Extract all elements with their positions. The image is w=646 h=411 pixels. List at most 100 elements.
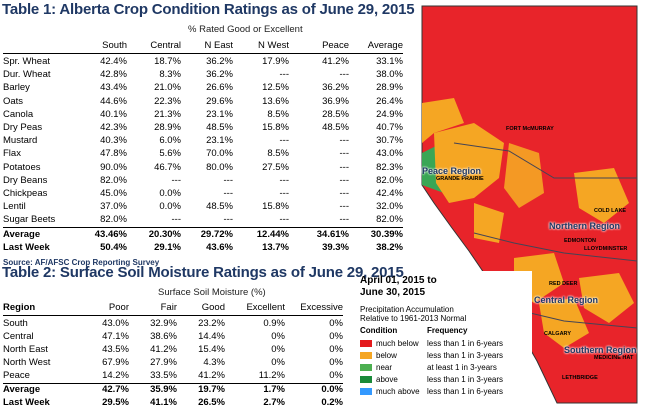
table-cell: 32.9%	[150, 318, 177, 329]
table-cell: 18.7%	[154, 56, 181, 67]
table-cell: 17.9%	[262, 56, 289, 67]
table2-col-header: Excellent	[246, 302, 285, 313]
table2-header-rule	[3, 315, 343, 316]
table-cell: 29.5%	[102, 397, 129, 408]
table-cell: 26.6%	[206, 82, 233, 94]
table-cell: 28.5%	[322, 108, 349, 120]
table-cell: 20.30%	[148, 228, 181, 240]
table-cell: 23.1%	[206, 135, 233, 147]
town-label: GRANDE PRAIRIE	[436, 176, 484, 182]
row-label: Central	[3, 331, 34, 342]
table-row: Canola 40.1% 21.3% 23.1% 8.5% 28.5% 24.9%	[3, 108, 403, 121]
row-label: Dry Beans	[3, 174, 48, 186]
table-cell: 21.0%	[154, 82, 181, 94]
table-cell: 47.8%	[100, 148, 127, 160]
table-row: Oats 44.6% 22.3% 29.6% 13.6% 36.9% 26.4%	[3, 95, 403, 108]
table-cell: ---	[279, 214, 290, 226]
table-cell: 80.0%	[206, 161, 233, 173]
table-cell: 24.9%	[376, 108, 403, 120]
row-label: Oats	[3, 95, 24, 107]
table-cell: 0%	[329, 344, 343, 355]
table-row: Dry Beans 82.0% --- --- --- --- 82.0%	[3, 174, 403, 187]
below-normal-area	[474, 203, 504, 243]
table-cell: 15.8%	[262, 201, 289, 213]
legend-frequency: less than 1 in 3-years	[427, 351, 504, 360]
table-cell: 29.6%	[206, 95, 233, 107]
table-cell: 11.2%	[258, 370, 285, 381]
table1-subheader: % Rated Good or Excellent	[188, 24, 303, 35]
table-cell: 13.7%	[262, 241, 289, 253]
table-cell: 8.5%	[267, 108, 289, 120]
table-cell: 42.4%	[100, 56, 127, 67]
table2-col-header: Poor	[108, 302, 129, 313]
row-label: Sugar Beets	[3, 214, 56, 226]
table-row: Mustard 40.3% 6.0% 23.1% --- --- 30.7%	[3, 134, 403, 147]
table-cell: ---	[171, 174, 182, 186]
below-normal-area	[579, 273, 634, 323]
table-cell: ---	[339, 135, 350, 147]
row-label: Peace	[3, 370, 30, 381]
table-cell: 30.7%	[376, 135, 403, 147]
table-cell: 82.0%	[100, 174, 127, 186]
table-cell: ---	[339, 188, 350, 199]
table-cell: 33.1%	[376, 56, 403, 67]
legend-condition: above	[376, 375, 398, 384]
table-cell: 42.8%	[100, 69, 127, 81]
table-cell: 29.1%	[154, 241, 181, 253]
row-label: Spr. Wheat	[3, 56, 50, 67]
row-label: Last Week	[3, 397, 50, 408]
table1-last-week-row: Last Week 50.4% 29.1% 43.6% 13.7% 39.3% 38.2%	[3, 241, 403, 254]
row-label: Average	[3, 384, 41, 395]
table-cell: 14.4%	[198, 331, 225, 342]
table-cell: 41.2%	[150, 344, 177, 355]
legend-frequency: less than 1 in 6-years	[427, 339, 504, 348]
table-cell: ---	[223, 188, 234, 199]
legend-swatch	[360, 376, 372, 383]
table-cell: ---	[171, 214, 182, 226]
table-cell: 38.6%	[150, 331, 177, 342]
table1-title: Table 1: Alberta Crop Condition Ratings …	[2, 1, 415, 18]
legend-frequency: at least 1 in 3-years	[427, 363, 497, 372]
table-cell: ---	[339, 161, 350, 173]
table-cell: 35.9%	[150, 384, 177, 395]
table-cell: 8.5%	[267, 148, 289, 160]
table2-subheader: Surface Soil Moisture (%)	[158, 287, 266, 298]
table-row: Peace 14.2% 33.5% 41.2% 11.2% 0%	[3, 369, 343, 382]
table-cell: ---	[223, 174, 234, 186]
table-cell: 43.0%	[102, 318, 129, 329]
table-cell: 44.6%	[100, 95, 127, 107]
table-cell: 43.5%	[102, 344, 129, 355]
table1-average-rule	[3, 227, 403, 229]
row-label: Flax	[3, 148, 21, 160]
table1-header-row: South Central N East N West Peace Averag…	[3, 39, 403, 52]
row-label: North West	[3, 357, 51, 368]
table-cell: 0%	[329, 318, 343, 329]
table1-col-header: South	[102, 40, 127, 51]
alberta-map-graphic	[412, 5, 638, 409]
table-cell: 23.2%	[198, 318, 225, 329]
table-cell: 40.1%	[100, 108, 127, 120]
table-cell: 15.8%	[262, 122, 289, 133]
row-label: Lentil	[3, 201, 26, 213]
legend-swatch	[360, 388, 372, 395]
town-label: RED DEER	[549, 281, 578, 287]
table-row: South 43.0% 32.9% 23.2% 0.9% 0%	[3, 317, 343, 330]
town-label: MEDICINE HAT	[594, 355, 634, 361]
table-cell: 37.0%	[100, 201, 127, 213]
table-cell: 27.5%	[262, 161, 289, 173]
legend-frequency: less than 1 in 6-years	[427, 387, 504, 396]
table2-col-header: Excessive	[300, 302, 343, 313]
table-cell: 46.7%	[154, 161, 181, 173]
table-cell: 42.4%	[376, 188, 403, 199]
table-cell: ---	[339, 69, 350, 81]
table2-title: Table 2: Surface Soil Moisture Ratings a…	[2, 264, 404, 281]
table-cell: ---	[339, 214, 350, 226]
table-cell: 0%	[271, 357, 285, 368]
table-row: Barley 43.4% 21.0% 26.6% 12.5% 36.2% 28.9%	[3, 81, 403, 94]
region-boundary	[453, 142, 637, 179]
below-normal-area	[539, 298, 589, 348]
table2-col-header: Good	[201, 302, 225, 313]
below-normal-area	[422, 98, 464, 143]
alberta-precipitation-map: FORT McMURRAY GRANDE PRAIRIE COLD LAKE E…	[360, 3, 644, 409]
table-cell: 21.3%	[154, 108, 181, 120]
